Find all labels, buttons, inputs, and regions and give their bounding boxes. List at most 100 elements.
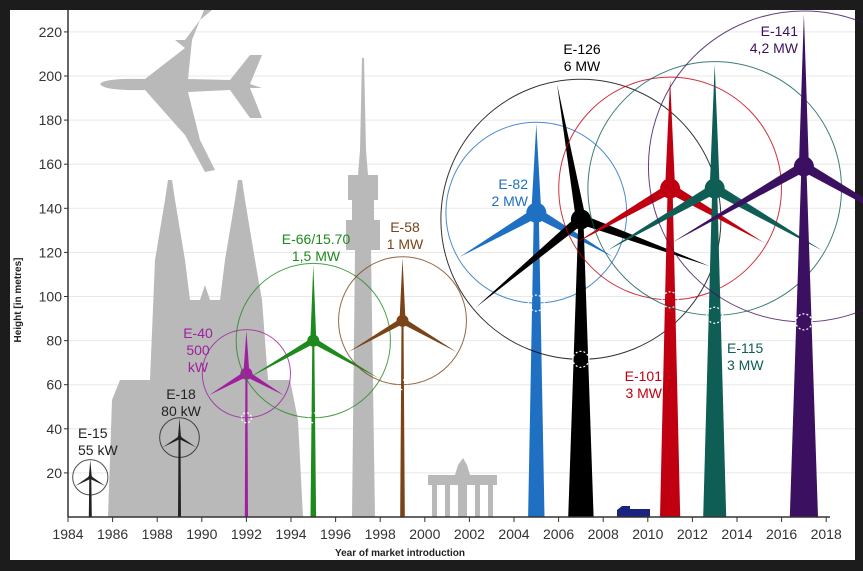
hub xyxy=(660,178,681,199)
turbine-label: E-66/15.70 xyxy=(282,231,351,247)
turbine-label: 6 MW xyxy=(564,58,601,74)
rotor-blade xyxy=(557,84,586,221)
blade-tip-marker xyxy=(527,294,545,312)
x-tick-label: 1986 xyxy=(97,526,128,542)
x-tick-label: 2012 xyxy=(677,526,708,542)
cathedral-silhouette xyxy=(108,180,303,517)
rotor-blade xyxy=(801,162,863,204)
rotor-blade xyxy=(247,338,315,379)
rotor-blade xyxy=(798,14,809,167)
x-tick-label: 1984 xyxy=(52,526,83,542)
y-axis-title: Height [in metres] xyxy=(13,257,24,342)
tower xyxy=(528,212,545,517)
y-tick-label: 40 xyxy=(46,421,62,437)
x-tick-label: 2018 xyxy=(811,526,842,542)
rotor-blade xyxy=(399,258,406,321)
blade-tip-marker xyxy=(240,412,252,424)
turbine-label: 55 kW xyxy=(78,442,118,458)
rotor-blade xyxy=(311,338,379,379)
rotor-blade xyxy=(178,418,181,438)
rotor-blade xyxy=(459,208,539,258)
y-tick-label: 100 xyxy=(39,289,63,305)
tower xyxy=(568,219,594,517)
y-tick-label: 180 xyxy=(39,112,63,128)
rotor-blade xyxy=(709,64,720,189)
blade-tip-marker xyxy=(572,350,590,368)
turbine-label: E-18 xyxy=(166,386,196,402)
hub xyxy=(307,334,320,347)
x-tick-label: 1998 xyxy=(365,526,396,542)
tower xyxy=(88,477,92,517)
turbine-e-82: E-822 MW xyxy=(445,121,628,517)
rotor-blade xyxy=(89,476,106,486)
x-tick-label: 1990 xyxy=(186,526,217,542)
rotor-blade xyxy=(244,371,284,396)
tower xyxy=(400,320,405,517)
y-tick-label: 140 xyxy=(39,200,63,216)
turbine-label: 3 MW xyxy=(727,357,764,373)
turbine-e-66-15-70: E-66/15.701,5 MW xyxy=(235,231,391,517)
turbine-label: E-101 xyxy=(625,368,663,384)
reference-silhouettes xyxy=(100,10,497,517)
blade-tip-marker xyxy=(706,306,724,324)
tower xyxy=(310,340,317,517)
x-tick-label: 2002 xyxy=(454,526,485,542)
rotor-blade xyxy=(475,215,585,308)
tower xyxy=(660,188,681,517)
tower xyxy=(244,373,248,517)
rotor-blade xyxy=(208,371,248,396)
x-tick-label: 2010 xyxy=(632,526,663,542)
rotor-blade xyxy=(533,208,614,258)
blade-tip-marker xyxy=(661,291,679,309)
hub xyxy=(793,156,814,177)
y-tick-label: 60 xyxy=(46,377,62,393)
rotor-blade xyxy=(162,436,181,448)
x-tick-label: 2016 xyxy=(766,526,797,542)
x-tick-label: 2004 xyxy=(498,526,529,542)
x-tick-label: 2008 xyxy=(588,526,619,542)
rotor-blade xyxy=(665,79,676,189)
turbine-label: kW xyxy=(188,359,209,375)
turbine-label: 80 kW xyxy=(161,403,201,419)
turbine-label: 4,2 MW xyxy=(750,40,799,56)
turbine-label: 1 MW xyxy=(387,236,424,252)
x-tick-label: 2014 xyxy=(721,526,752,542)
turbine-label: E-126 xyxy=(563,41,601,57)
rotor-blade xyxy=(401,318,457,353)
y-tick-label: 20 xyxy=(46,465,62,481)
turbine-label: 3 MW xyxy=(625,385,662,401)
axes: 20 40 60 80 100 120 140 160 180 200 220 1984 1986 198… xyxy=(39,10,842,542)
rotor-blade xyxy=(75,476,92,486)
turbine-label: E-40 xyxy=(183,325,213,341)
turbine-label: 1,5 MW xyxy=(292,248,341,264)
turbine-label: E-58 xyxy=(390,219,420,235)
turbine-label: 2 MW xyxy=(491,193,528,209)
rotor-blade xyxy=(607,184,718,251)
tv-tower-silhouette xyxy=(346,58,380,517)
tower xyxy=(789,166,818,517)
turbine-label: E-115 xyxy=(727,340,764,356)
hub xyxy=(570,209,591,230)
turbine-label: 500 xyxy=(186,342,210,358)
tower xyxy=(178,437,181,517)
tower xyxy=(703,188,727,517)
y-tick-label: 220 xyxy=(39,24,63,40)
rotor-blade xyxy=(310,264,317,341)
rotor-blade xyxy=(575,184,673,244)
rotor-blade xyxy=(671,162,807,243)
airplane-silhouette xyxy=(100,10,262,172)
x-tick-label: 1994 xyxy=(275,526,306,542)
hub xyxy=(526,202,547,223)
blade-tip-marker xyxy=(795,313,813,331)
turbine-e-58: E-581 MW xyxy=(338,219,467,517)
rotor-blade xyxy=(579,214,710,267)
hub xyxy=(240,367,253,380)
blade-tip-marker xyxy=(396,379,409,391)
